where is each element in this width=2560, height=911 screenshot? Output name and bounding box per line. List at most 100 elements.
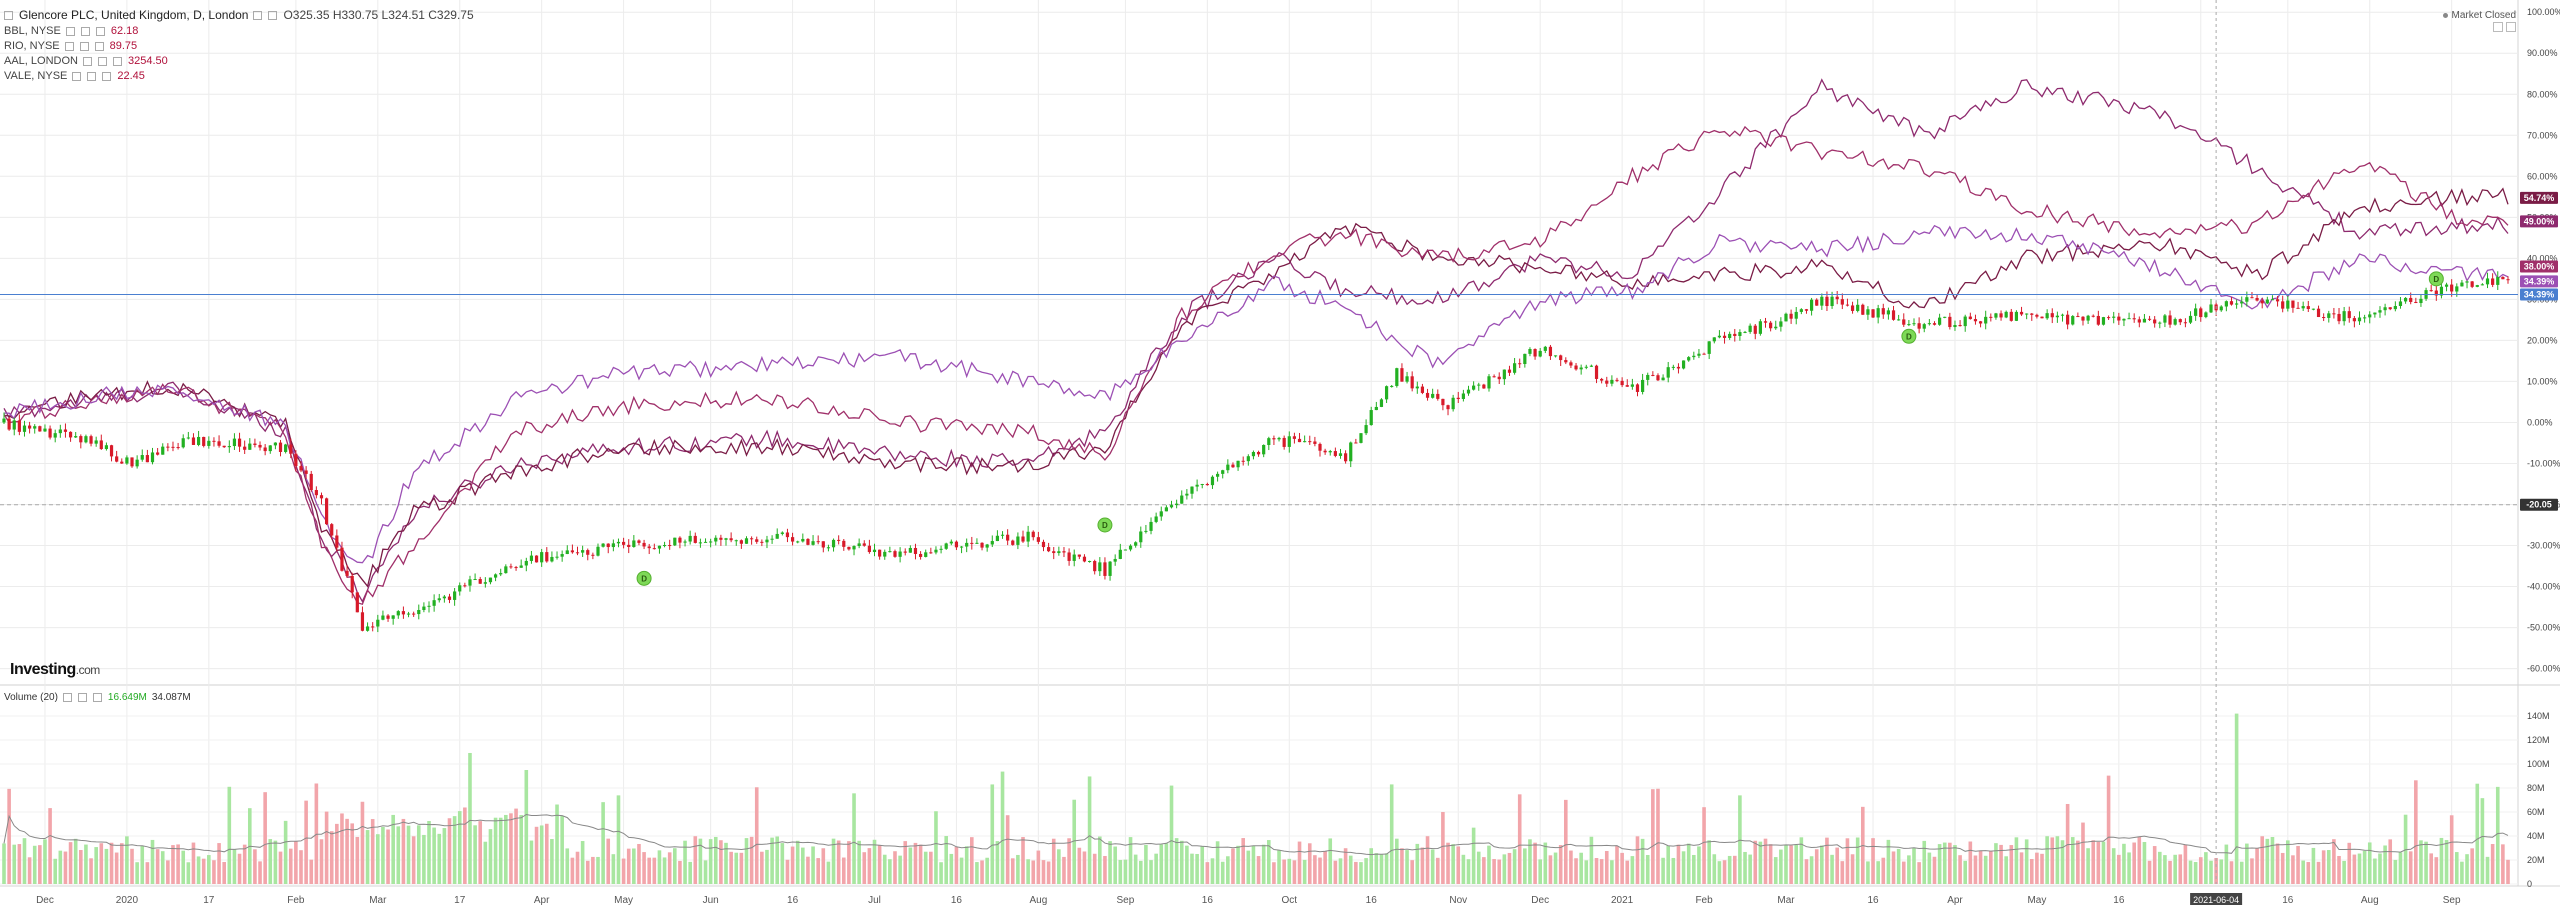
volume-bar bbox=[1963, 860, 1968, 884]
volume-bar bbox=[2250, 858, 2254, 884]
volume-bar bbox=[2326, 850, 2331, 884]
volume-bar bbox=[2306, 862, 2311, 884]
price-axis-tick: 10.00% bbox=[2527, 376, 2558, 386]
comparison-row[interactable]: AAL, LONDON 3254.50 bbox=[4, 54, 474, 69]
settings-icon[interactable] bbox=[253, 11, 263, 20]
candle bbox=[565, 550, 569, 555]
volume-bar bbox=[1558, 845, 1563, 884]
close-icon[interactable] bbox=[102, 72, 112, 81]
volume-bar bbox=[1681, 851, 1686, 884]
volume-bar bbox=[473, 825, 477, 884]
candle bbox=[284, 444, 288, 452]
candle bbox=[1856, 304, 1860, 311]
close-icon[interactable] bbox=[112, 57, 122, 66]
visibility-icon[interactable] bbox=[87, 72, 97, 81]
candle bbox=[1758, 321, 1762, 334]
candle bbox=[2429, 290, 2433, 292]
logo-brand: Investing bbox=[10, 661, 76, 678]
candle bbox=[1093, 561, 1097, 572]
settings-icon[interactable] bbox=[72, 72, 82, 81]
candle bbox=[540, 552, 544, 563]
candle bbox=[1190, 486, 1194, 494]
visibility-icon[interactable] bbox=[77, 693, 87, 702]
candle bbox=[365, 626, 370, 631]
candle bbox=[48, 428, 52, 438]
candle bbox=[1487, 376, 1491, 389]
candle bbox=[2470, 281, 2474, 287]
close-icon[interactable] bbox=[92, 693, 102, 702]
volume-bar bbox=[2506, 859, 2510, 884]
dividend-marker[interactable] bbox=[1901, 328, 1917, 344]
candle bbox=[1943, 316, 1947, 318]
volume-bar bbox=[463, 807, 467, 884]
candle bbox=[1451, 397, 1455, 410]
candle bbox=[2496, 277, 2500, 285]
dividend-marker[interactable] bbox=[1097, 517, 1113, 533]
volume-bar bbox=[1062, 856, 1066, 884]
settings-icon[interactable] bbox=[64, 42, 74, 51]
candle bbox=[1886, 310, 1891, 315]
status-dot-icon bbox=[2442, 13, 2448, 18]
volume-bar bbox=[1057, 849, 1061, 884]
volume-bar bbox=[2347, 842, 2352, 884]
settings-icon[interactable] bbox=[62, 693, 72, 702]
comparison-row[interactable]: RIO, NYSE 89.75 bbox=[4, 39, 474, 54]
dividend-marker[interactable] bbox=[2428, 271, 2444, 287]
volume-bar bbox=[324, 811, 329, 884]
candle bbox=[934, 549, 938, 553]
settings-icon[interactable] bbox=[65, 27, 75, 36]
volume-bar bbox=[959, 857, 964, 884]
comparison-line-0[interactable] bbox=[3, 78, 2509, 603]
settings-icon[interactable] bbox=[82, 57, 92, 66]
volume-bar bbox=[89, 858, 93, 884]
volume-bar bbox=[58, 850, 63, 884]
volume-bar bbox=[1041, 860, 1046, 884]
visibility-icon[interactable] bbox=[268, 11, 278, 20]
close-icon[interactable] bbox=[94, 42, 104, 51]
candle bbox=[1497, 376, 1501, 380]
comparison-row[interactable]: BBL, NYSE 62.18 bbox=[4, 24, 474, 39]
candle bbox=[770, 538, 774, 540]
candle bbox=[1728, 333, 1732, 338]
candle bbox=[1000, 534, 1005, 536]
volume-bar bbox=[637, 843, 641, 884]
candle bbox=[908, 547, 912, 553]
collapse-icon[interactable] bbox=[4, 11, 13, 20]
candle bbox=[2235, 303, 2239, 305]
visibility-icon[interactable] bbox=[79, 42, 89, 51]
volume-bar bbox=[376, 834, 380, 884]
visibility-icon[interactable] bbox=[80, 27, 90, 36]
volume-bar bbox=[2101, 841, 2106, 884]
candle bbox=[396, 611, 400, 616]
restore-icon[interactable] bbox=[2506, 22, 2516, 32]
candle bbox=[1845, 304, 1850, 306]
volume-bar bbox=[1200, 846, 1205, 884]
candle bbox=[2163, 315, 2167, 323]
volume-bar bbox=[1809, 856, 1814, 884]
volume-bar bbox=[345, 818, 349, 884]
volume-bar bbox=[1292, 860, 1297, 884]
volume-bar bbox=[1113, 846, 1117, 884]
comparison-line-3[interactable] bbox=[3, 224, 2509, 564]
volume-bar bbox=[1640, 838, 1645, 884]
volume-bar bbox=[673, 848, 677, 884]
volume-bar bbox=[1430, 849, 1435, 884]
volume-bar bbox=[1912, 848, 1916, 884]
comparison-line-1[interactable] bbox=[3, 187, 2509, 588]
visibility-icon[interactable] bbox=[97, 57, 107, 66]
volume-bar bbox=[1656, 788, 1660, 884]
dividend-marker[interactable] bbox=[636, 570, 652, 586]
volume-bar bbox=[1354, 861, 1358, 884]
candle bbox=[616, 541, 621, 544]
candle bbox=[1077, 554, 1081, 557]
volume-bar bbox=[17, 844, 22, 884]
maximize-icon[interactable] bbox=[2493, 22, 2503, 32]
volume-bar bbox=[1635, 836, 1640, 884]
close-icon[interactable] bbox=[95, 27, 105, 36]
comparison-row[interactable]: VALE, NYSE 22.45 bbox=[4, 69, 474, 84]
volume-bar bbox=[898, 855, 902, 884]
comparison-line-2[interactable] bbox=[3, 125, 2509, 605]
volume-bar bbox=[1676, 844, 1681, 884]
volume-bar bbox=[1830, 854, 1834, 884]
